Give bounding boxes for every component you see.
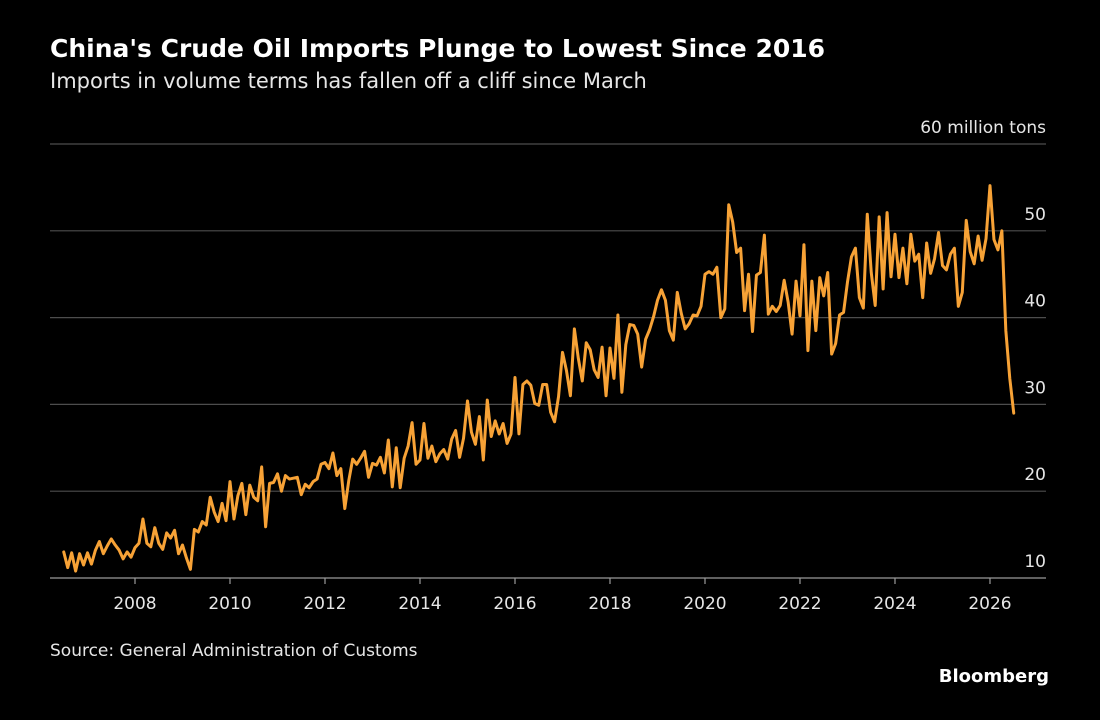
x-tick-label: 2022 xyxy=(778,594,821,614)
y-tick-label: 40 xyxy=(1024,292,1046,312)
x-tick-label: 2012 xyxy=(303,594,346,614)
y-tick-label: 20 xyxy=(1024,465,1046,485)
data-line xyxy=(62,184,1016,573)
x-tick-label: 2026 xyxy=(968,594,1011,614)
chart-subtitle: Imports in volume terms has fallen off a… xyxy=(50,69,647,93)
y-tick-label: 50 xyxy=(1024,205,1046,225)
x-tick-label: 2010 xyxy=(208,594,251,614)
source-note: Source: General Administration of Custom… xyxy=(50,641,418,661)
x-tick-label: 2016 xyxy=(493,594,536,614)
x-tick-label: 2020 xyxy=(683,594,726,614)
y-tick-label: 30 xyxy=(1024,378,1046,398)
x-tick-label: 2014 xyxy=(398,594,441,614)
x-tick-label: 2024 xyxy=(873,594,916,614)
chart-title: China's Crude Oil Imports Plunge to Lowe… xyxy=(50,34,825,63)
y-tick-label: 60 million tons xyxy=(920,118,1046,138)
x-tick-label: 2018 xyxy=(588,594,631,614)
brand-logo: Bloomberg xyxy=(939,666,1049,687)
y-tick-label: 10 xyxy=(1024,552,1046,572)
x-tick-label: 2008 xyxy=(113,594,156,614)
